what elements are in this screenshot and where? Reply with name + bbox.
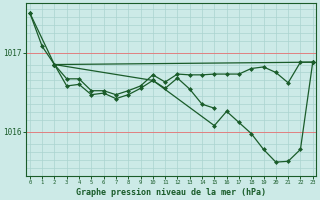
- X-axis label: Graphe pression niveau de la mer (hPa): Graphe pression niveau de la mer (hPa): [76, 188, 266, 197]
